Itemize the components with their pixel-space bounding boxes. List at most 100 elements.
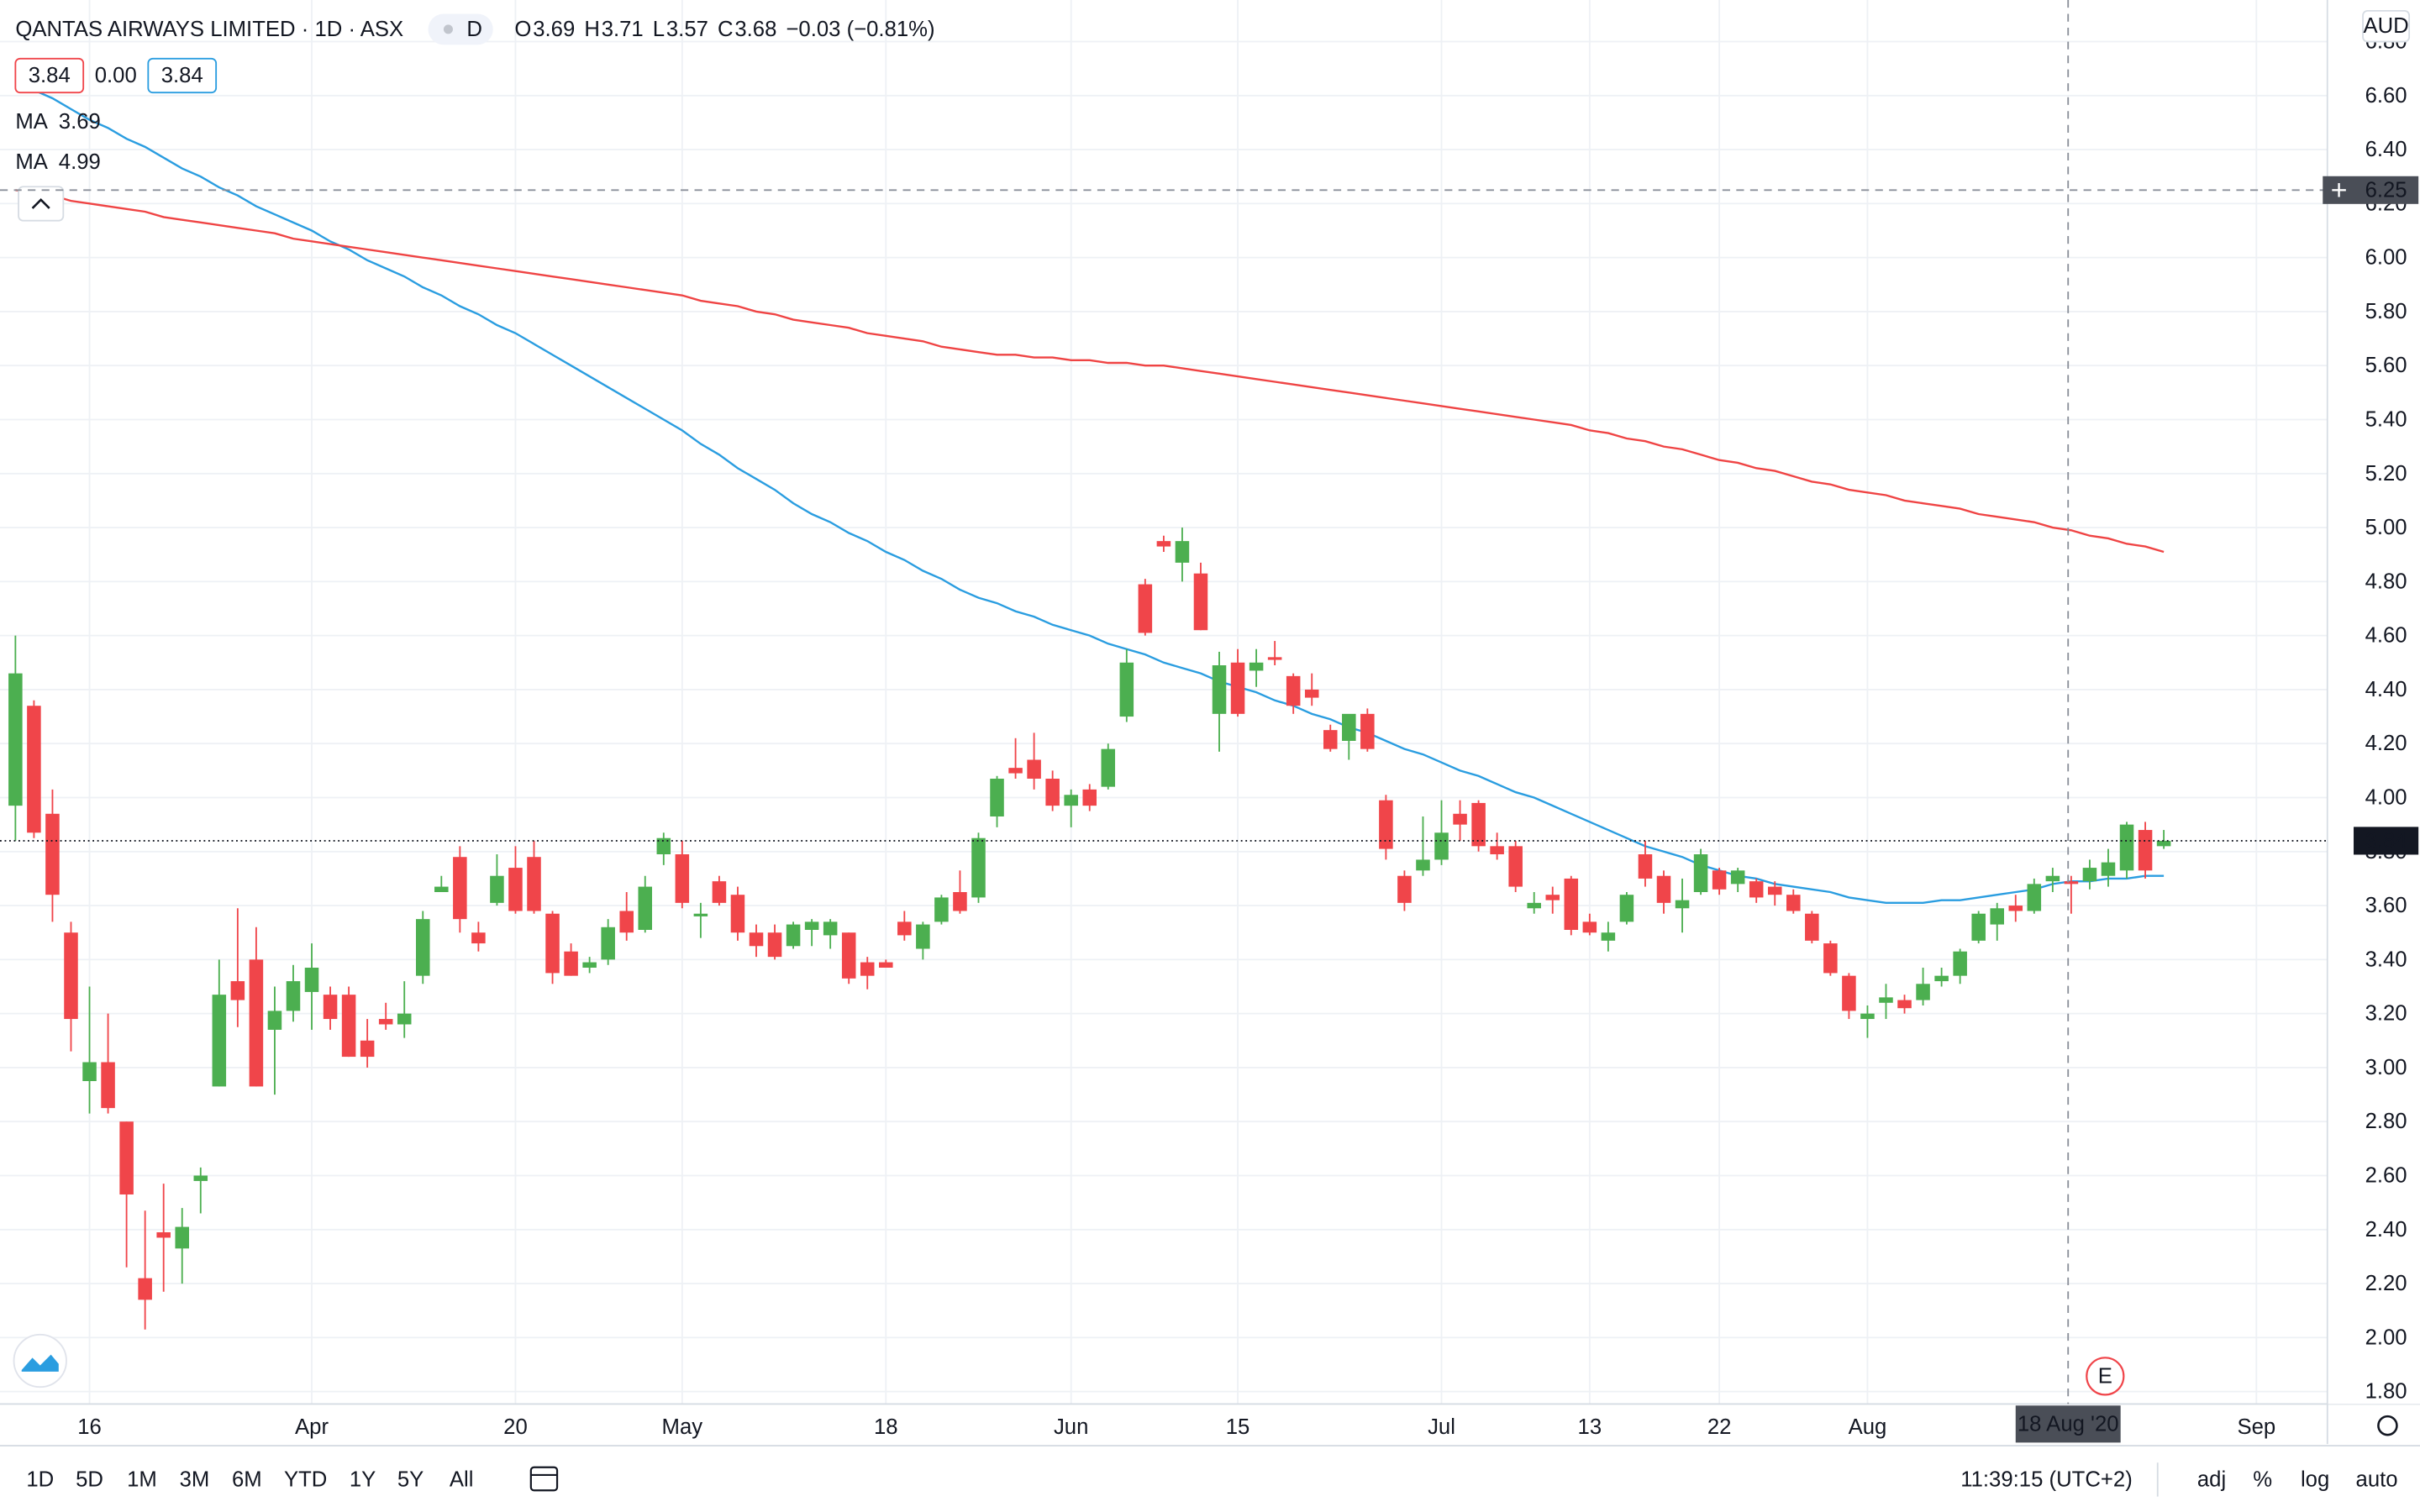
candle-body [1879,997,1893,1003]
candle-body [601,927,615,960]
range-button[interactable]: 5D [76,1467,103,1491]
candle-body [1212,665,1227,714]
range-button[interactable]: 1D [26,1467,54,1491]
candle-body [82,1062,97,1081]
bid-value: 3.84 [29,64,71,87]
badge-dot [443,24,453,34]
crosshair-plus [2332,183,2346,197]
candle-body [397,1013,412,1025]
axis-option[interactable]: adj [2197,1467,2226,1491]
candle-body [304,968,319,992]
candle-body [1638,854,1653,879]
candle-body [193,1175,208,1181]
candle-body [1156,541,1171,547]
range-button[interactable]: YTD [284,1467,327,1491]
candle-body [1934,975,1949,982]
ask-box[interactable] [147,57,218,94]
range-button[interactable]: 6M [232,1467,262,1491]
y-tick-label: 4.00 [2365,786,2407,810]
y-tick-label: 6.40 [2365,138,2407,161]
interval-badge[interactable] [428,13,493,45]
candle-body [2119,824,2134,871]
candle-body [1601,932,1616,941]
change-value: −0.03 (−0.81%) [786,18,934,41]
candle-body [1360,713,1375,749]
candle-body [212,995,227,1087]
crosshair-price-label: 6.25 [2365,178,2407,202]
candle-body [619,911,634,933]
candle-body [378,1019,393,1025]
candle-body [434,886,449,892]
x-tick-label: Apr [295,1415,329,1439]
candle-body [1064,795,1078,806]
calendar-icon[interactable] [529,1466,559,1492]
candle-body [1082,789,1097,806]
y-tick-label: 5.20 [2365,462,2407,486]
candle-body [1656,875,1671,903]
range-button[interactable]: 1Y [350,1467,376,1491]
y-tick-label: 4.80 [2365,570,2407,593]
crosshair-date-label: 18 Aug '20 [2018,1412,2119,1436]
candle-body [1286,675,1301,706]
axis-option[interactable]: log [2301,1467,2329,1491]
candle-body [582,962,597,968]
candle-body [156,1232,171,1238]
candle-body [953,892,967,911]
y-tick-label: 2.80 [2365,1110,2407,1133]
candle-body [638,886,653,930]
candle-body [119,1121,134,1194]
ohlc-value: 3.71 [602,18,644,41]
candle-body [564,951,578,976]
y-tick-label: 5.80 [2365,300,2407,323]
settings-button[interactable] [2377,1415,2398,1436]
candle-body [1490,846,1504,854]
candle-body [1138,584,1153,633]
axis-option[interactable]: auto [2356,1467,2398,1491]
range-button[interactable]: 5Y [397,1467,424,1491]
range-button[interactable]: 3M [180,1467,210,1491]
range-button[interactable]: 1M [127,1467,157,1491]
y-tick-label: 3.60 [2365,894,2407,917]
logo-button[interactable] [13,1333,67,1389]
last-price-badge [2354,827,2419,855]
ask-value: 3.84 [161,64,203,87]
candle-body [490,875,504,903]
axis-option[interactable]: % [2253,1467,2272,1491]
candle-body [471,932,486,944]
candle-body [897,921,912,936]
candle-body [1471,802,1486,847]
candle-body [1953,951,1967,976]
candle-body [45,813,60,895]
candle-body [1786,895,1801,911]
candle-body [2064,881,2079,885]
candle-body [1749,881,1764,898]
candle-body [1916,984,1930,1000]
collapse-button[interactable] [18,186,65,222]
candle-body [1527,902,1541,909]
x-tick-label: 13 [1578,1415,1602,1439]
candle-body [453,857,467,920]
candle-body [879,962,893,968]
plot-area [0,0,2328,1404]
ohlc-value: 3.69 [533,18,575,41]
candle-body [1545,895,1560,900]
candle-body [712,881,727,903]
candle-body [1323,730,1338,749]
y-tick-label: 5.60 [2365,354,2407,377]
x-tick-label: 22 [1707,1415,1732,1439]
candle-body [1897,1000,1912,1009]
legend-value: 3.69 [59,110,101,134]
candle-body [730,895,745,933]
ma-line [14,78,2165,905]
candle-body [971,837,986,898]
range-button[interactable]: All [450,1467,474,1491]
x-tick-label: May [662,1415,703,1439]
candle-body [323,995,338,1020]
ohlc-value: 3.68 [734,18,776,41]
currency-box[interactable] [2362,9,2411,43]
earnings-marker[interactable] [2086,1357,2125,1396]
candle-body [1119,662,1134,717]
y-tick-label: 4.40 [2365,678,2407,701]
bid-box[interactable] [14,57,85,94]
candle-body [1249,662,1264,671]
